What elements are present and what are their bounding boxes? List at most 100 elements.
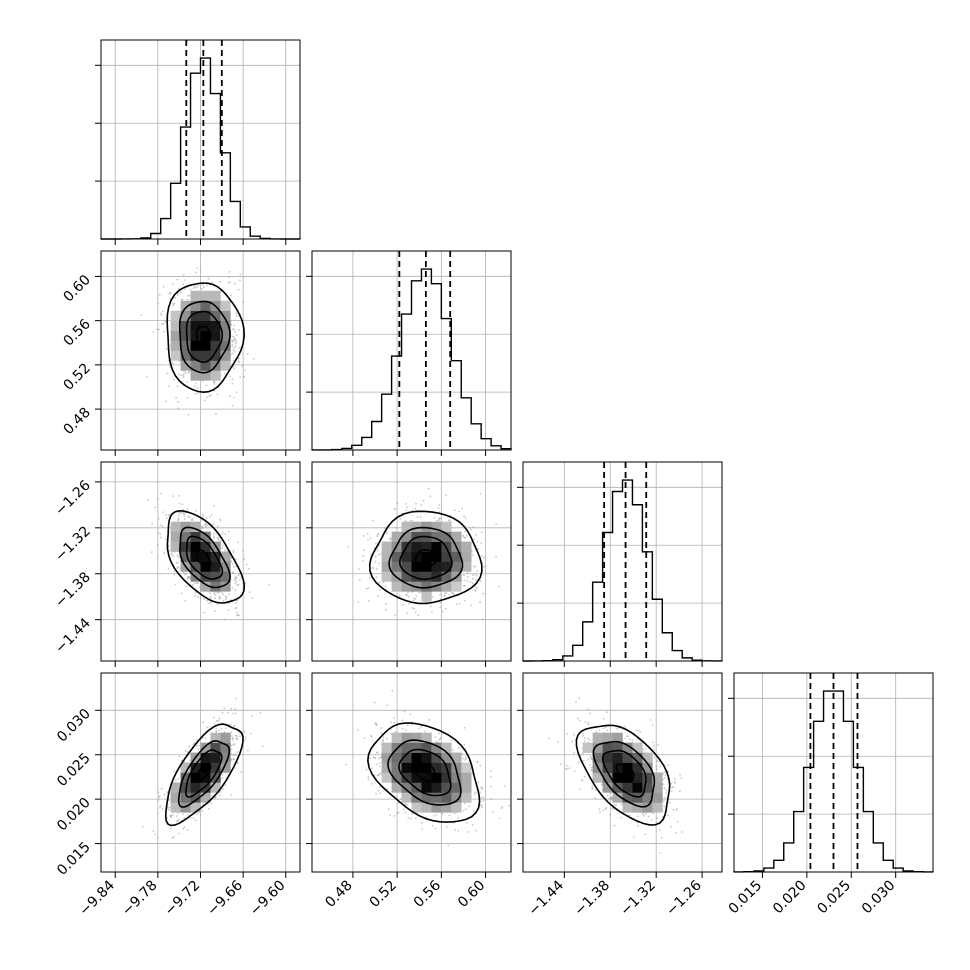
density-cell — [632, 762, 643, 773]
density-cell — [411, 752, 422, 763]
scatter-point — [416, 516, 419, 518]
scatter-point — [445, 592, 448, 595]
scatter-point — [462, 757, 464, 760]
panel-3-1: 0.48 0.52 0.56 0.60 — [306, 672, 512, 911]
scatter-point — [404, 520, 407, 522]
scatter-point — [424, 730, 426, 733]
scatter-point — [232, 758, 235, 761]
scatter-point — [228, 593, 231, 596]
scatter-point — [377, 553, 380, 556]
scatter-point — [475, 534, 478, 536]
scatter-point — [185, 585, 188, 588]
panel-frame — [733, 672, 934, 873]
scatter-point — [181, 298, 184, 301]
scatter-point — [476, 570, 479, 572]
x-tick-label: −1.38 — [571, 878, 613, 920]
density-cell — [451, 792, 462, 803]
scatter-point — [241, 365, 243, 367]
scatter-point — [159, 806, 161, 809]
scatter-point — [627, 735, 629, 738]
scatter-point — [399, 518, 402, 520]
scatter-point — [222, 788, 224, 791]
scatter-point — [669, 825, 672, 828]
scatter-point — [473, 792, 476, 795]
scatter-point — [470, 529, 473, 531]
scatter-point — [403, 710, 406, 713]
scatter-point — [591, 787, 594, 790]
contour-level-1 — [398, 748, 452, 797]
scatter-point — [653, 756, 656, 759]
scatter-point — [605, 726, 607, 729]
scatter-point — [179, 291, 182, 294]
scatter-point — [394, 731, 397, 733]
scatter-point — [670, 782, 673, 785]
scatter-point — [218, 729, 221, 732]
density-cell — [421, 792, 432, 803]
density-cell — [210, 340, 221, 351]
density-cell — [632, 742, 643, 753]
scatter-point — [249, 732, 252, 735]
scatter-point — [183, 826, 186, 828]
scatter-point — [643, 751, 646, 753]
scatter-point — [590, 766, 593, 769]
scatter-point — [374, 555, 377, 558]
scatter-point — [170, 292, 172, 294]
scatter-point — [221, 547, 223, 550]
scatter-point — [584, 721, 587, 723]
scatter-point — [198, 744, 201, 747]
scatter-point — [213, 716, 215, 719]
density-cell — [180, 802, 191, 813]
scatter-point — [386, 788, 389, 790]
density-cell — [421, 772, 432, 783]
scatter-point — [180, 592, 183, 595]
density-cell — [170, 802, 181, 813]
scatter-point — [177, 812, 180, 815]
x-tick-label: 0.56 — [411, 877, 444, 910]
scatter-point — [177, 519, 180, 522]
scatter-point — [230, 753, 233, 755]
panel-1-1 — [306, 250, 512, 456]
scatter-point — [243, 730, 246, 733]
scatter-point — [647, 815, 650, 818]
scatter-point — [231, 378, 234, 381]
scatter-point — [196, 286, 198, 288]
y-tick-label: 0.025 — [54, 750, 94, 790]
density-cell — [612, 752, 623, 763]
contour-level-1 — [185, 310, 224, 363]
density-cell — [190, 782, 201, 793]
panel-2-1 — [306, 461, 512, 667]
scatter-point — [231, 563, 234, 565]
scatter-point — [404, 811, 407, 814]
scatter-point — [480, 786, 482, 789]
scatter-point — [233, 328, 236, 331]
scatter-point — [438, 732, 440, 735]
scatter-point — [172, 555, 174, 557]
scatter-point — [421, 828, 424, 830]
scatter-point — [175, 396, 178, 399]
density-cell — [190, 561, 201, 572]
scatter-point — [608, 797, 611, 799]
scatter-point — [655, 765, 658, 768]
scatter-point — [389, 814, 392, 816]
scatter-point — [205, 384, 208, 387]
scatter-point — [186, 508, 189, 511]
density-cell — [220, 300, 231, 311]
scatter-point — [177, 832, 180, 835]
scatter-point — [656, 817, 658, 819]
scatter-point — [224, 533, 227, 535]
density-cell — [391, 752, 402, 763]
scatter-point — [168, 292, 171, 294]
scatter-point — [376, 535, 379, 538]
density-cell — [381, 541, 392, 552]
scatter-point — [406, 724, 409, 727]
scatter-point — [406, 593, 409, 596]
scatter-point — [433, 815, 436, 817]
density-cell — [421, 571, 432, 582]
scatter-point — [378, 562, 381, 565]
scatter-point — [407, 591, 410, 594]
scatter-point — [177, 820, 180, 823]
scatter-point — [239, 279, 241, 282]
scatter-point — [157, 531, 160, 534]
scatter-point — [168, 513, 171, 516]
scatter-point — [184, 288, 186, 291]
